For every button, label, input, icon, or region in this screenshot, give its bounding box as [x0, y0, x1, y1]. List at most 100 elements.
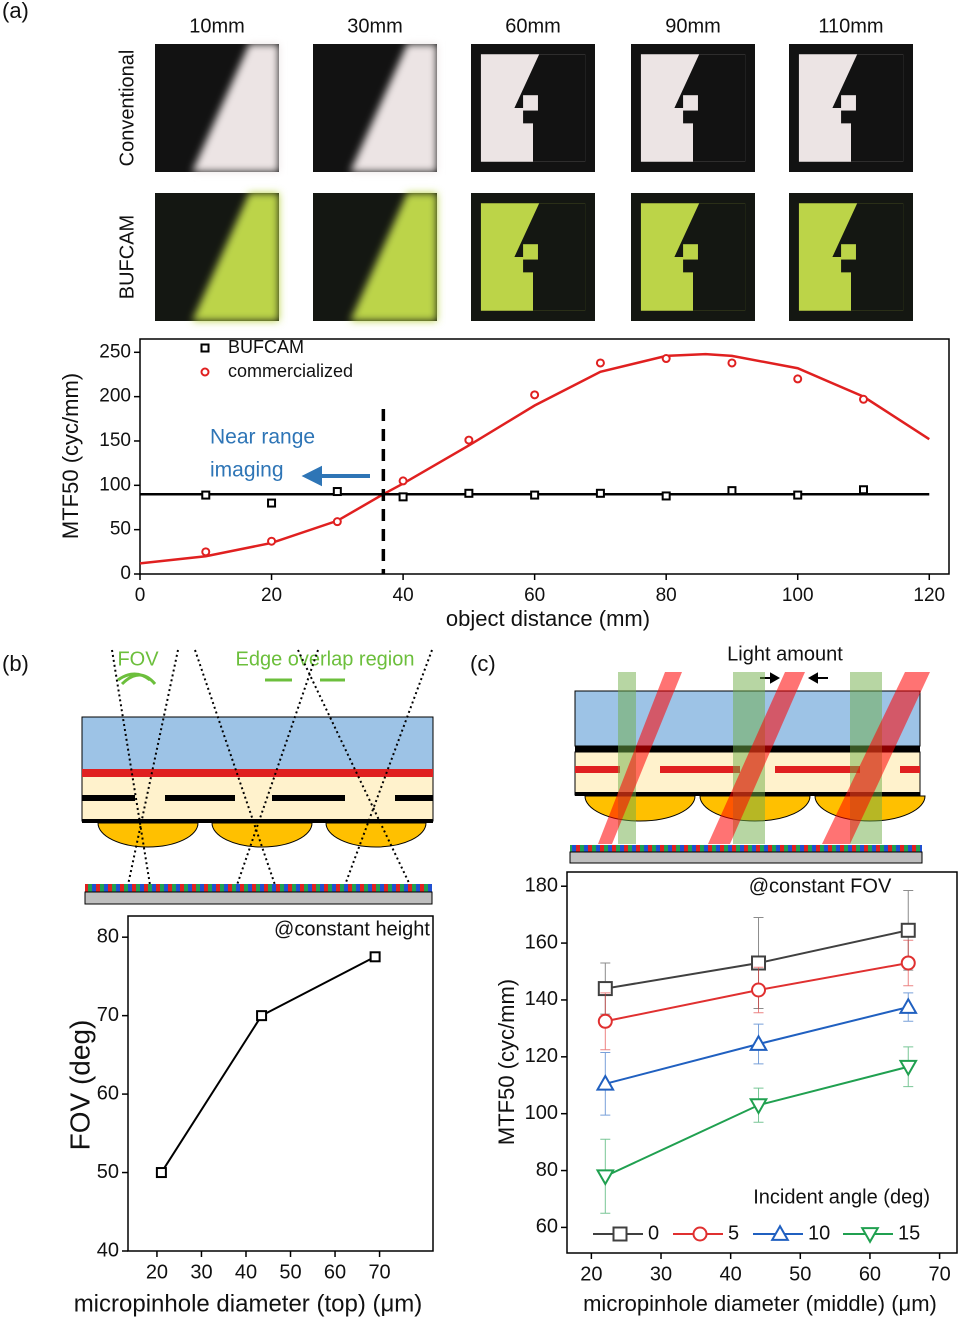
marker [157, 1168, 166, 1177]
y-tick-label: 60 [97, 1082, 119, 1104]
marker [794, 492, 801, 499]
marker [860, 486, 867, 493]
x-tick-label: 60 [859, 1263, 881, 1285]
panel-label: (b) [2, 651, 29, 676]
y-tick-label: 120 [525, 1045, 558, 1067]
x-tick-label: 70 [928, 1263, 950, 1285]
marker [728, 359, 735, 366]
marker [597, 359, 604, 366]
photo [155, 44, 279, 172]
diagram-c: Light amount [570, 643, 930, 863]
legend-label: commercialized [228, 361, 353, 381]
column-label: 90mm [665, 15, 721, 37]
marker [614, 1228, 627, 1241]
marker [598, 1170, 614, 1184]
photo-region [523, 244, 538, 259]
marker [663, 492, 670, 499]
legend-label: BUFCAM [228, 337, 304, 357]
photo-region [523, 260, 533, 273]
annotation: imaging [210, 459, 284, 482]
photo-region [523, 95, 538, 110]
series-line [605, 1067, 908, 1176]
photo [313, 193, 437, 321]
y-tick-label: 140 [525, 988, 558, 1010]
photo-region [841, 244, 856, 259]
marker [752, 983, 765, 996]
x-tick-label: 40 [393, 585, 414, 606]
marker [531, 492, 538, 499]
x-tick-label: 70 [368, 1261, 390, 1283]
legend-label: 5 [728, 1222, 739, 1244]
y-tick-label: 100 [99, 474, 131, 495]
y-tick-label: 80 [97, 925, 119, 947]
photo-region [683, 95, 698, 110]
marker [268, 500, 275, 507]
x-tick-label: 30 [650, 1263, 672, 1285]
y-tick-label: 250 [99, 341, 131, 362]
photo-region [841, 260, 851, 273]
marker [202, 492, 209, 499]
marker [531, 391, 538, 398]
photo [471, 44, 595, 172]
y-tick-label: 100 [525, 1102, 558, 1124]
annotation-arrow [306, 469, 370, 483]
x-axis-title: object distance (mm) [446, 606, 650, 631]
x-tick-label: 20 [146, 1261, 168, 1283]
photo-region [523, 111, 533, 124]
x-tick-label: 50 [789, 1263, 811, 1285]
y-tick-label: 70 [97, 1004, 119, 1026]
x-tick-label: 0 [135, 585, 146, 606]
column-label: 30mm [347, 15, 403, 37]
legend-label: 15 [898, 1222, 920, 1244]
x-tick-label: 60 [524, 585, 545, 606]
marker [599, 1015, 612, 1028]
marker [257, 1011, 266, 1020]
marker [465, 490, 472, 497]
x-tick-label: 30 [190, 1261, 212, 1283]
x-tick-label: 80 [656, 585, 677, 606]
x-tick-label: 20 [261, 585, 282, 606]
annotation: @constant FOV [749, 875, 892, 897]
marker [202, 345, 209, 352]
y-tick-label: 0 [120, 563, 131, 584]
marker [597, 490, 604, 497]
panel-label: (a) [2, 0, 29, 23]
marker [794, 375, 801, 382]
marker [334, 518, 341, 525]
marker [371, 952, 380, 961]
photo-region [841, 95, 856, 110]
y-axis-title: MTF50 (cyc/mm) [494, 979, 519, 1145]
photo [313, 44, 437, 172]
marker [900, 999, 916, 1013]
marker [902, 924, 915, 937]
y-tick-label: 40 [97, 1239, 119, 1261]
marker [902, 956, 915, 969]
photo [789, 44, 913, 172]
y-tick-label: 60 [536, 1216, 558, 1238]
x-tick-label: 40 [235, 1261, 257, 1283]
row-label: BUFCAM [116, 215, 138, 299]
x-tick-label: 20 [580, 1263, 602, 1285]
column-label: 110mm [818, 15, 883, 37]
column-label: 10mm [189, 15, 245, 37]
marker [202, 548, 209, 555]
panel-label: (c) [470, 651, 496, 676]
x-tick-label: 50 [279, 1261, 301, 1283]
marker [728, 487, 735, 494]
photo-region [683, 244, 698, 259]
annotation: Near range [210, 426, 315, 449]
marker [400, 493, 407, 500]
y-tick-label: 180 [525, 874, 558, 896]
x-axis-title: micropinhole diameter (top) (μm) [74, 1290, 423, 1317]
figure: (a) (b) (c) FOV Edge overlap region Ligh… [0, 0, 960, 1318]
y-tick-label: 150 [99, 430, 131, 451]
plot-frame [128, 916, 433, 1251]
legend-label: 10 [808, 1222, 830, 1244]
photo-region [841, 111, 851, 124]
legend-label: 0 [648, 1222, 659, 1244]
marker [860, 396, 867, 403]
marker [202, 369, 209, 376]
diagram-b: FOV Edge overlap region [82, 648, 433, 904]
legend-title: Incident angle (deg) [753, 1186, 930, 1208]
